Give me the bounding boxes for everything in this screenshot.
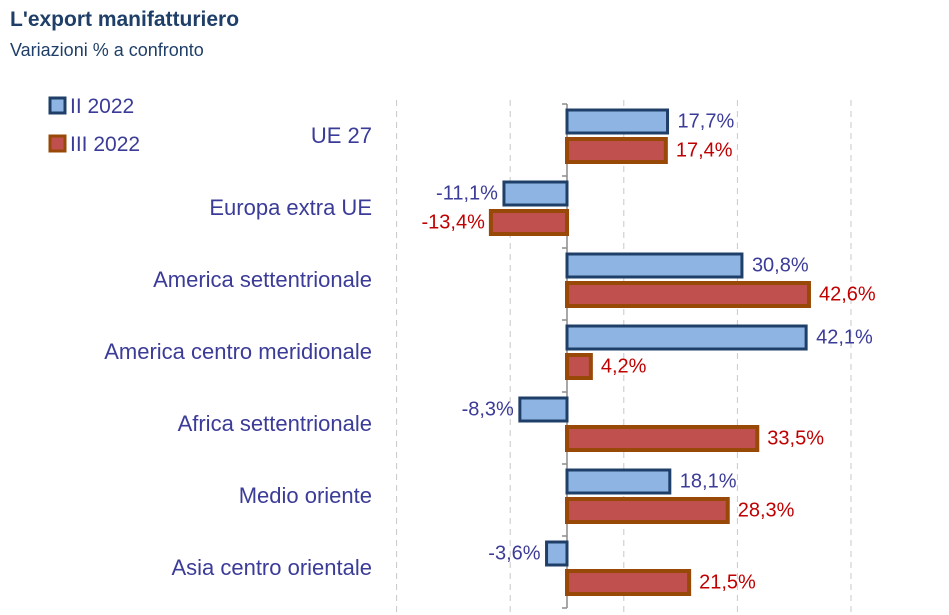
bar-iii-2022 [565,353,593,380]
bar-iii-2022 [565,137,668,164]
category-label: Medio oriente [239,483,372,508]
data-label: 17,7% [678,111,735,133]
bar-ii-2022 [565,108,670,135]
data-label: 17,4% [676,140,733,162]
legend-swatch [48,96,67,115]
bar-iii-2022 [565,425,760,452]
category-label: Africa settentrionale [178,411,372,436]
category-label: America centro meridionale [104,339,372,364]
data-label: -13,4% [422,212,486,234]
data-label: -3,6% [488,543,540,565]
data-label: 4,2% [601,356,647,378]
bar-iii-2022 [488,209,569,236]
bar-ii-2022 [565,468,672,495]
bar-ii-2022 [545,540,569,567]
category-label: UE 27 [311,123,372,148]
legend-label: II 2022 [70,95,134,118]
chart-title: L'export manifatturiero [10,8,240,31]
data-label: 21,5% [699,572,756,594]
category-label: Asia centro orientale [171,555,372,580]
bar-ii-2022 [565,324,808,351]
data-label: -11,1% [436,183,498,205]
legend-label: III 2022 [70,133,140,156]
bar-ii-2022 [502,180,569,207]
data-label: 42,1% [816,327,873,349]
bar-ii-2022 [565,252,744,279]
bar-iii-2022 [565,569,692,596]
data-label: -8,3% [462,399,514,421]
data-label: 28,3% [738,500,795,522]
bar-ii-2022 [518,396,569,423]
data-label: 18,1% [680,471,737,493]
category-label: America settentrionale [153,267,372,292]
bar-iii-2022 [565,497,730,524]
data-label: 30,8% [752,255,809,277]
bar-iii-2022 [565,281,811,308]
data-label: 42,6% [819,284,876,306]
chart-subtitle: Variazioni % a confronto [10,40,204,60]
category-label: Europa extra UE [209,195,372,220]
data-label: 33,5% [767,428,824,450]
legend-swatch [48,134,67,153]
